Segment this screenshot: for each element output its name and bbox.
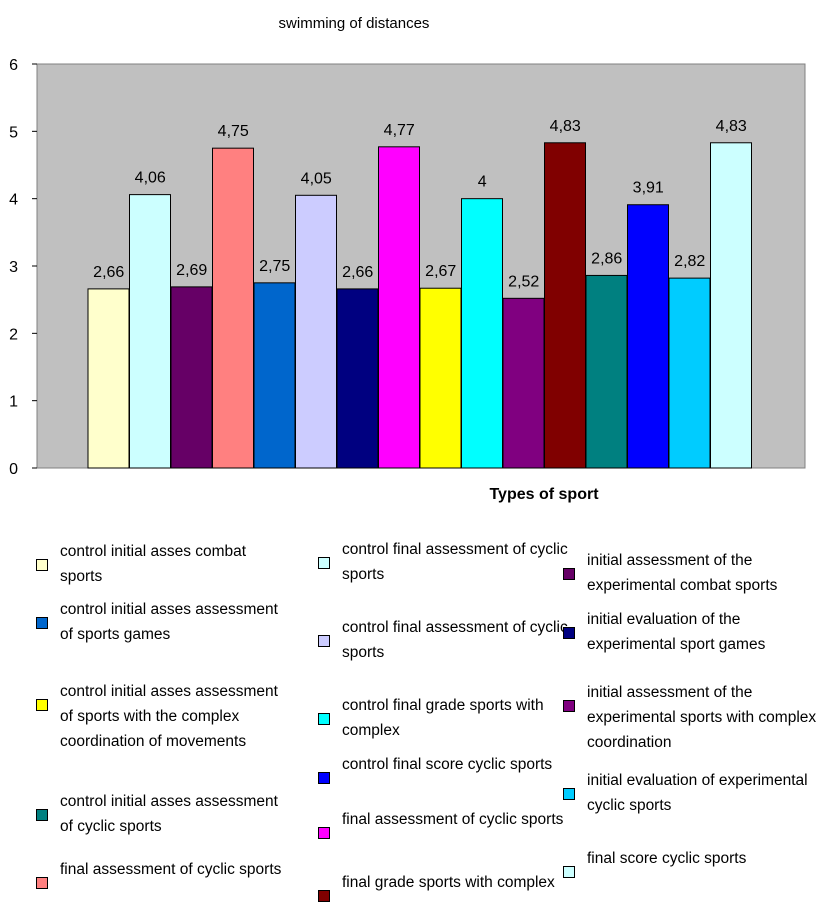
legend-swatch — [318, 557, 330, 569]
legend-label: control final grade sports with complex — [342, 697, 544, 739]
legend-label: control initial asses assessment of spor… — [60, 601, 278, 643]
bar — [502, 297, 545, 469]
legend-swatch — [36, 617, 48, 629]
legend-swatch — [318, 772, 330, 784]
bar-value-label: 4,83 — [716, 118, 747, 135]
bar — [461, 198, 503, 469]
bar-value-label: 4,75 — [218, 123, 249, 140]
bar-value-label: 2,69 — [176, 262, 207, 279]
x-axis-title: Types of sport — [489, 486, 599, 503]
bar-value-label: 4,77 — [384, 122, 415, 139]
bar — [295, 194, 337, 469]
y-tick-label: 6 — [9, 57, 18, 74]
bar — [212, 147, 254, 469]
bar — [378, 146, 420, 469]
bar — [419, 287, 462, 469]
bar-value-label: 2,86 — [591, 250, 622, 267]
legend-label: control final assessment of cyclic sport… — [342, 541, 568, 583]
legend-swatch — [36, 559, 48, 571]
legend-label: final score cyclic sports — [587, 850, 747, 867]
bar — [336, 288, 379, 469]
bar — [87, 288, 130, 469]
legend-label: initial assessment of the experimental c… — [587, 552, 778, 594]
legend-swatch — [36, 699, 48, 711]
bar — [129, 194, 171, 469]
bar — [170, 286, 213, 469]
legend-label: control initial asses combat sports — [60, 543, 247, 585]
legend-swatch — [318, 827, 330, 839]
legend-label: final assessment of cyclic sports — [342, 811, 564, 828]
legend-swatch — [563, 866, 575, 878]
legend-label: final assessment of cyclic sports — [60, 861, 282, 878]
bar-value-label: 2,52 — [508, 273, 539, 290]
legend-swatch — [563, 788, 575, 800]
legend-swatch — [563, 568, 575, 580]
legend-swatch — [318, 635, 330, 647]
legend-label: initial assessment of the experimental s… — [587, 684, 817, 751]
bar — [253, 282, 296, 469]
bar-value-label: 2,82 — [674, 253, 705, 270]
bar-value-label: 4,06 — [135, 170, 166, 187]
bar-group — [87, 142, 752, 469]
bar-value-label: 2,75 — [259, 258, 290, 275]
legend-swatch — [563, 700, 575, 712]
data-labels: 2,66 4,06 2,69 4,75 2,75 4,05 2,66 4,77 2,67 4 2,5… — [93, 118, 747, 291]
legend-swatch — [36, 809, 48, 821]
bar — [544, 142, 586, 469]
bar-value-label: 2,66 — [342, 264, 373, 281]
legend-label: control initial asses assessment of spor… — [60, 683, 278, 750]
y-axis: 0 1 2 3 4 5 6 — [9, 57, 37, 478]
bar-value-label: 3,91 — [633, 180, 664, 197]
legend-swatch — [36, 877, 48, 889]
bar-value-label: 2,66 — [93, 264, 124, 281]
bar — [585, 274, 628, 469]
y-tick-label: 1 — [9, 394, 18, 411]
legend-swatch — [563, 627, 575, 639]
bar-value-label: 4 — [478, 174, 487, 191]
legend-label: initial evaluation of experimental cycli… — [587, 772, 808, 814]
bar-value-label: 4,05 — [301, 170, 332, 187]
legend-label: initial evaluation of the experimental s… — [587, 611, 766, 653]
chart-title: swimming of distances — [279, 15, 430, 32]
bar-value-label: 2,67 — [425, 263, 456, 280]
y-tick-label: 3 — [9, 259, 18, 276]
y-tick-label: 0 — [9, 461, 18, 478]
legend-swatch — [318, 890, 330, 902]
y-tick-label: 2 — [9, 326, 18, 343]
bar-value-label: 4,83 — [550, 118, 581, 135]
bar — [627, 204, 669, 469]
legend-label: final grade sports with complex — [342, 874, 555, 891]
y-tick-label: 4 — [9, 192, 18, 209]
legend-label: control initial asses assessment of cycl… — [60, 793, 278, 835]
legend-label: control final assessment of cyclic sport… — [342, 619, 568, 661]
bar — [668, 277, 711, 469]
bar — [710, 142, 752, 469]
legend-swatch — [318, 713, 330, 725]
y-tick-label: 5 — [9, 124, 18, 141]
legend-label: control final score cyclic sports — [342, 756, 553, 773]
